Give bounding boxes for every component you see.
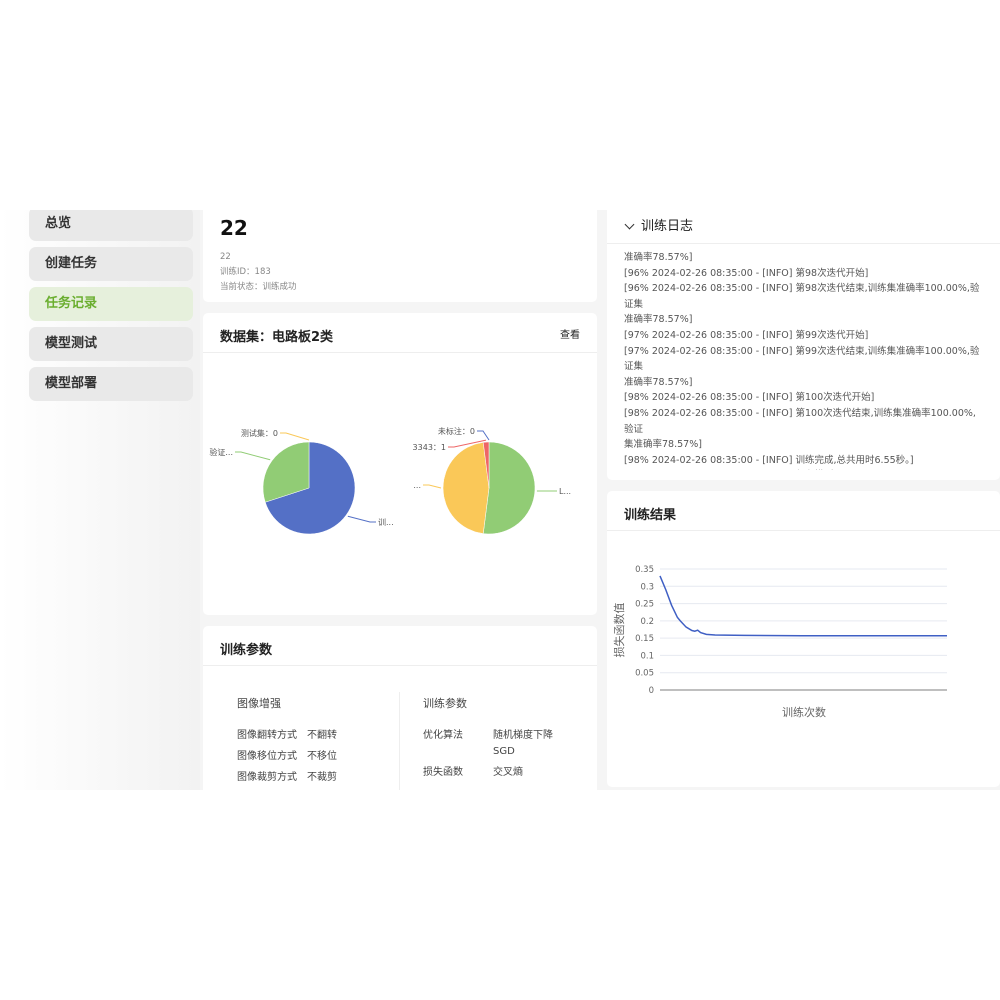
training-key: 损失函数 — [423, 767, 463, 778]
augment-key: 图像裁剪方式 — [237, 772, 297, 783]
y-tick-label: 0.25 — [635, 600, 654, 610]
training-title: 训练参数 — [423, 697, 467, 710]
log-line: [99% 2024-02-26 08:35:00 - [INFO] 保存模型] — [607, 468, 1000, 470]
training-value: 交叉熵 — [493, 767, 523, 778]
pie-label-line — [347, 515, 376, 523]
log-line: 准确率78.57%] — [624, 252, 693, 263]
augment-value: 不裁剪 — [307, 772, 337, 783]
pie-label: 验证... — [209, 447, 233, 457]
augment-value: 不移位 — [307, 751, 337, 762]
train-log-title: 训练日志 — [641, 219, 694, 234]
pie-label: 3343：1 — [413, 443, 446, 452]
log-line: 集准确率78.57%] — [624, 439, 702, 451]
chevron-down-icon[interactable] — [624, 219, 635, 230]
sidebar-item-model-test[interactable]: 模型测试 — [29, 327, 193, 361]
train-id: 训练ID：183 — [220, 267, 271, 277]
train-result-header: 训练结果 — [607, 491, 1000, 531]
pie-label: 测试集：0 — [241, 428, 278, 438]
y-tick-label: 0.05 — [635, 669, 654, 679]
pie-label: 未标注：0 — [438, 426, 475, 436]
sidebar-item-create-task[interactable]: 创建任务 — [29, 247, 193, 281]
pie-label-line — [280, 432, 310, 441]
dataset-title: 数据集：电路板2类 — [220, 330, 334, 345]
training-value-2: SGD — [493, 746, 515, 757]
dataset-header: 数据集：电路板2类 查看 — [203, 313, 597, 353]
train-log-card: 训练日志 准确率78.57%] [96% 2024-02-26 08:35:00 … — [607, 210, 1000, 480]
pie-slice — [482, 441, 490, 489]
train-params-header: 训练参数 — [203, 626, 597, 666]
y-axis-label: 损失函数值 — [612, 603, 626, 658]
train-log-header[interactable]: 训练日志 — [607, 210, 1000, 244]
pie-label-line — [477, 430, 490, 441]
augment-key: 图像翻转方式 — [237, 730, 297, 741]
log-line: [98% 2024-02-26 08:35:00 - [INFO] 第100次迭… — [624, 392, 875, 404]
task-title: 22 — [220, 216, 248, 240]
dataset-pie-charts: 训... 验证... 测试集：0 L...... 3343：1 未标注：0 — [209, 426, 571, 535]
task-status: 当前状态：训练成功 — [220, 282, 297, 292]
pie-slice — [264, 441, 356, 535]
train-params-card: 训练参数 图像增强 图像翻转方式 不翻转 图像移位方式 不移位 图像裁剪方式 不… — [203, 626, 597, 790]
pie-label: ... — [413, 481, 421, 490]
dataset-card: 数据集：电路板2类 查看 训... 验证... 测试集：0 L...... 3343：1… — [203, 313, 597, 615]
pie-slice — [262, 441, 310, 503]
log-line: 准确率78.57%] — [624, 376, 693, 388]
log-line: [96% 2024-02-26 08:35:00 - [INFO] 第98次迭代… — [624, 267, 869, 279]
log-line: [98% 2024-02-26 08:35:00 - [INFO] 第100次迭… — [624, 407, 976, 435]
sidebar-item-model-deploy[interactable]: 模型部署 — [29, 367, 193, 401]
app-viewport: 总览 创建任务 任务记录 模型测试 模型部署 22 22 训练ID：183 当前… — [0, 210, 1000, 790]
x-axis-label: 训练次数 — [782, 705, 826, 719]
sidebar-item-overview[interactable]: 总览 — [29, 210, 193, 241]
log-line: [96% 2024-02-26 08:35:00 - [INFO] 第98次迭代… — [624, 283, 980, 310]
pie-label: 训... — [378, 518, 394, 527]
training-value: 随机梯度下降 — [493, 730, 553, 741]
sidebar-item-task-records[interactable]: 任务记录 — [29, 287, 193, 321]
y-tick-label: 0.2 — [640, 617, 654, 627]
task-info-card: 22 22 训练ID：183 当前状态：训练成功 — [203, 210, 597, 302]
augment-value: 不翻转 — [307, 730, 337, 741]
task-name: 22 — [220, 252, 231, 262]
log-line: [97% 2024-02-26 08:35:00 - [INFO] 第99次迭代… — [624, 345, 980, 373]
y-tick-label: 0.35 — [635, 565, 654, 575]
pie-label: L... — [559, 487, 571, 496]
log-line: [97% 2024-02-26 08:35:00 - [INFO] 第99次迭代… — [624, 329, 869, 341]
divider — [399, 692, 400, 790]
pie-slice — [482, 441, 536, 535]
view-dataset-link[interactable]: 查看 — [560, 330, 580, 341]
y-tick-label: 0 — [649, 686, 654, 696]
pie-slice — [442, 442, 490, 534]
train-result-card: 训练结果 0 0.05 0.1 0.15 0.2 0.25 0.3 0.35 损失函数值训练次数 — [607, 491, 1000, 787]
pie-label-line — [448, 439, 487, 448]
pie-label-line — [235, 451, 271, 461]
y-tick-label: 0.3 — [640, 582, 654, 592]
augment-title: 图像增强 — [237, 697, 281, 710]
loss-series-line — [659, 575, 947, 637]
pie-label-line — [423, 484, 442, 489]
augment-key: 图像移位方式 — [237, 751, 297, 762]
training-key: 优化算法 — [423, 730, 463, 741]
log-line: [98% 2024-02-26 08:35:00 - [INFO] 训练完成,总… — [624, 454, 914, 466]
y-tick-label: 0.15 — [635, 634, 654, 644]
log-line: 准确率78.57%] — [624, 314, 693, 326]
y-tick-label: 0.1 — [640, 651, 654, 661]
sidebar: 总览 创建任务 任务记录 模型测试 模型部署 — [0, 210, 200, 790]
log-content[interactable]: 准确率78.57%] [96% 2024-02-26 08:35:00 - [IN… — [607, 250, 1000, 470]
